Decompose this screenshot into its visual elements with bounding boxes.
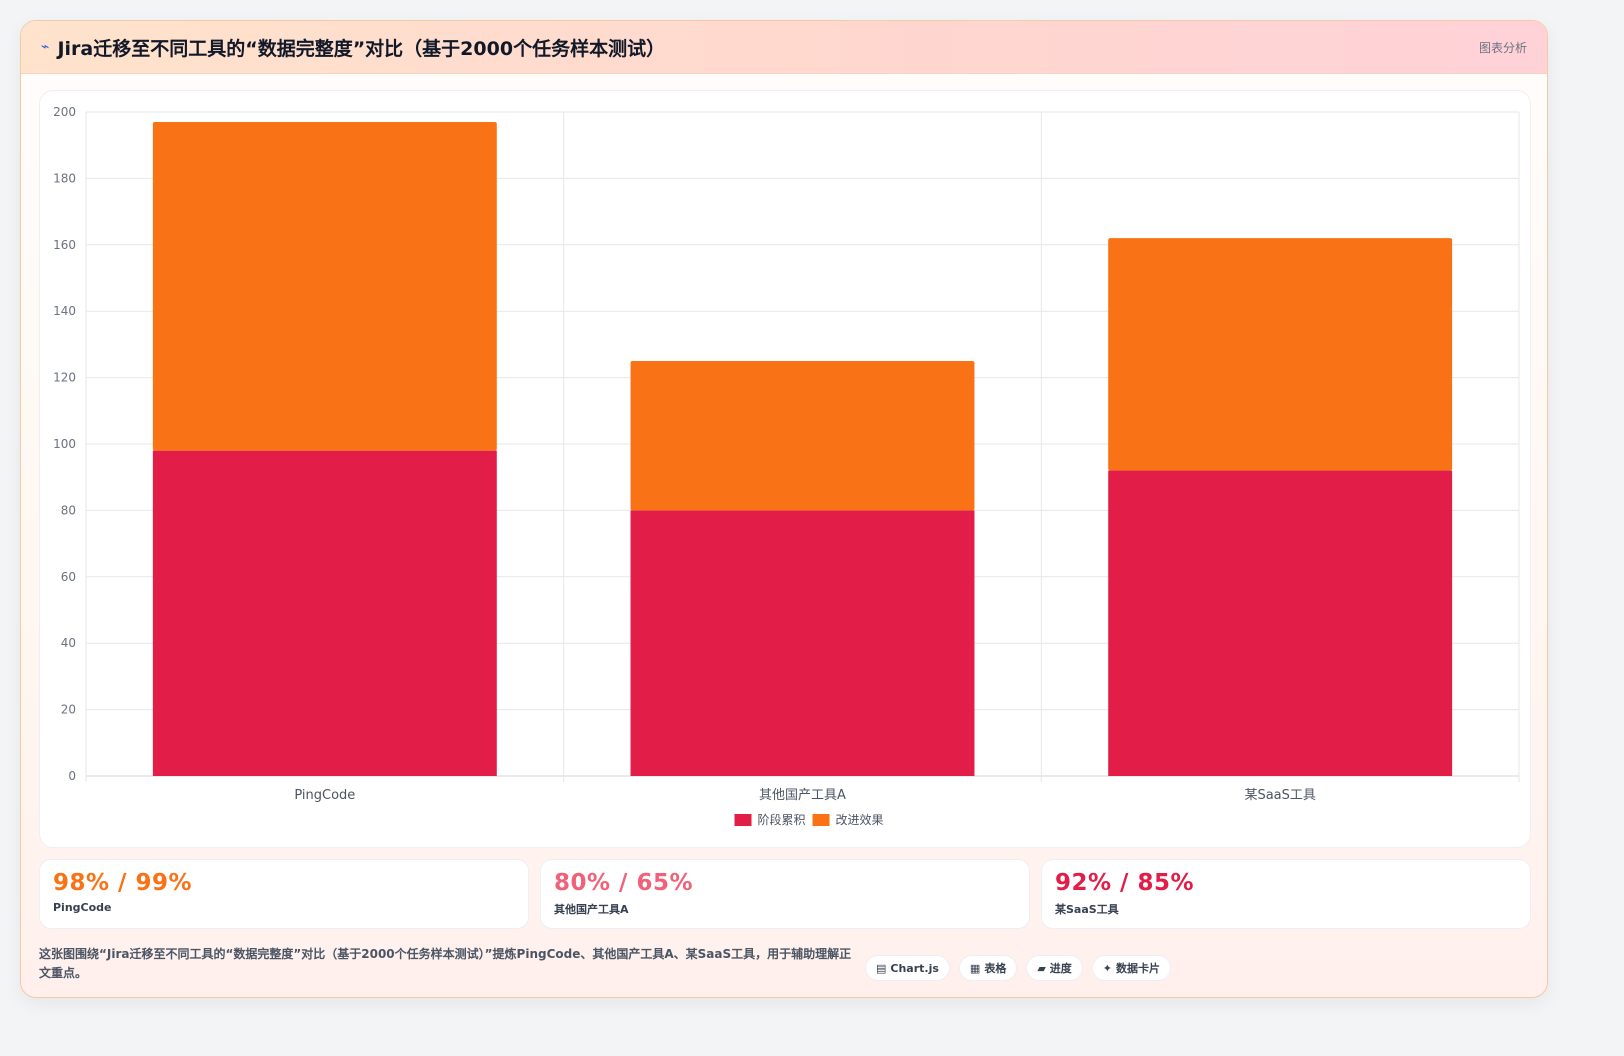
- stat-label: 某SaaS工具: [1055, 903, 1119, 916]
- chip-table[interactable]: ▦ 表格: [958, 955, 1018, 981]
- x-tick-label: 其他国产工具A: [759, 788, 846, 803]
- y-tick-label: 120: [53, 371, 76, 385]
- chip-data-card[interactable]: ✦ 数据卡片: [1091, 955, 1172, 981]
- chip-chartjs[interactable]: ▤ Chart.js: [865, 955, 950, 981]
- legend-swatch: [734, 814, 752, 826]
- stat-card: 80% / 65% 其他国产工具A: [540, 859, 1030, 929]
- stat-card: 98% / 99% PingCode: [39, 859, 529, 929]
- y-tick-label: 60: [61, 570, 76, 584]
- card-header: ⌁ Jira迁移至不同工具的“数据完整度”对比（基于2000个任务样本测试） 图…: [21, 21, 1547, 74]
- stats-row: 98% / 99% PingCode 80% / 65% 其他国产工具A 92%…: [39, 859, 1531, 929]
- chip-label: Chart.js: [890, 961, 939, 975]
- chip-label: 数据卡片: [1116, 962, 1161, 975]
- y-tick-label: 20: [61, 703, 76, 717]
- stat-label: 其他国产工具A: [554, 903, 629, 916]
- y-tick-label: 40: [61, 636, 76, 650]
- chart-line-icon: ⌁: [41, 39, 50, 55]
- bar-segment: [630, 361, 975, 511]
- stat-value: 80% / 65%: [554, 870, 694, 896]
- stacked-bar-chart: 0 20 40 60 80 100 120 140 160 180 200 PingCode 其他国产工…: [53, 105, 1520, 827]
- y-tick-label: 140: [53, 304, 76, 318]
- table-icon: ▦: [969, 961, 981, 975]
- bar-segment: [1108, 470, 1453, 776]
- legend-label: 改进效果: [836, 812, 884, 827]
- stat-card: 92% / 85% 某SaaS工具: [1041, 859, 1531, 929]
- bar-segment: [152, 450, 497, 776]
- chart-description: 这张图围绕“Jira迁移至不同工具的“数据完整度”对比（基于2000个任务样本测…: [39, 947, 852, 980]
- chip-list: ▤ Chart.js ▦ 表格 ▰ 进度 ✦ 数据卡片: [865, 955, 1172, 981]
- legend-swatch: [812, 814, 830, 826]
- chip-progress[interactable]: ▰ 进度: [1026, 955, 1083, 981]
- stat-value: 98% / 99%: [53, 870, 193, 896]
- chip-label: 进度: [1049, 962, 1072, 975]
- page-title: Jira迁移至不同工具的“数据完整度”对比（基于2000个任务样本测试）: [57, 37, 666, 60]
- bar-segment: [630, 510, 975, 776]
- y-tick-label: 100: [53, 437, 76, 451]
- chip-label: 表格: [984, 962, 1007, 975]
- y-tick-label: 80: [61, 503, 76, 517]
- chart-panel: 0 20 40 60 80 100 120 140 160 180 200 PingCode 其他国产工…: [39, 90, 1531, 848]
- y-tick-label: 160: [53, 238, 76, 252]
- analysis-tag: 图表分析: [1478, 40, 1527, 55]
- bar-segment: [1108, 238, 1453, 471]
- sparkle-icon: ✦: [1102, 961, 1113, 975]
- stat-value: 92% / 85%: [1055, 870, 1195, 896]
- stat-label: PingCode: [53, 901, 112, 914]
- x-tick-label: 某SaaS工具: [1244, 788, 1315, 803]
- y-tick-label: 200: [53, 105, 76, 119]
- y-tick-label: 180: [53, 171, 76, 185]
- legend-label: 阶段累积: [758, 812, 806, 827]
- bar-segment: [152, 121, 497, 451]
- progress-icon: ▰: [1037, 961, 1046, 975]
- x-tick-label: PingCode: [294, 788, 355, 803]
- chart-card: ⌁ Jira迁移至不同工具的“数据完整度”对比（基于2000个任务样本测试） 图…: [20, 20, 1548, 998]
- y-tick-label: 0: [68, 769, 76, 783]
- chart-icon: ▤: [876, 961, 887, 975]
